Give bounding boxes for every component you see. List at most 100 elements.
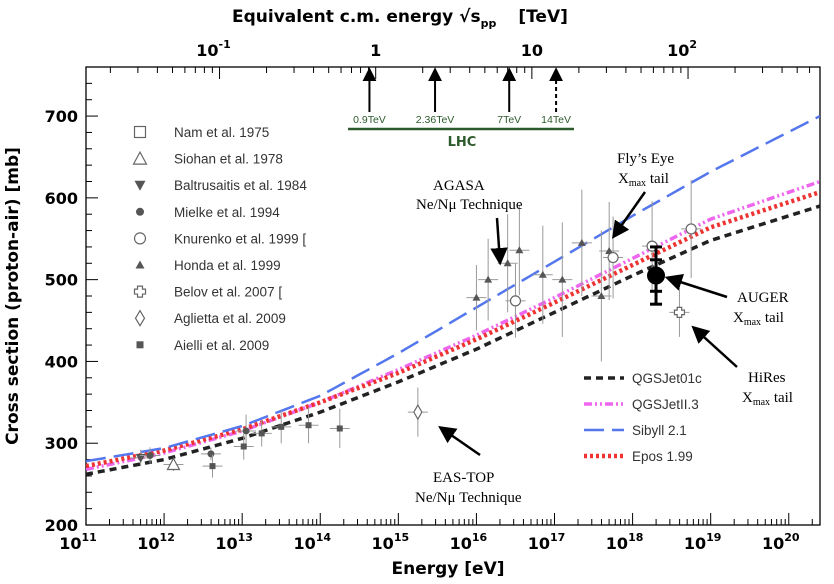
flyseye-sub: max (629, 178, 646, 189)
x-tick-label: 1019 (684, 531, 722, 553)
data-point (647, 245, 666, 306)
marker-small-filled-triangle (577, 238, 586, 246)
lhc-energy-label: 14TeV (541, 114, 571, 126)
marker-open-square (133, 125, 147, 139)
lhc-energy-label: 0.9TeV (353, 114, 386, 126)
y-tick-label: 500 (45, 271, 78, 290)
marker-open-circle (509, 295, 522, 307)
agasa-line1: AGASA (433, 178, 485, 194)
flyseye-line1: Fly’s Eye (617, 151, 674, 167)
agasa-arrow (490, 217, 508, 266)
top-tick-label: 10 (521, 41, 543, 60)
data-point (251, 420, 272, 447)
agasa-line2: Ne/Nμ Technique (416, 197, 523, 213)
marker-open-cross (673, 306, 686, 318)
model-legend-entry: Epos 1.99 (584, 449, 693, 464)
marker-small-filled-triangle (484, 275, 493, 283)
data-point (329, 408, 350, 449)
marker-filled-square (209, 463, 216, 470)
flyseye-tail: tail (646, 171, 669, 187)
x-tick-label: 1012 (137, 531, 175, 553)
eastop-line2: Ne/Nμ Technique (415, 490, 522, 506)
legend-entry-label: Siohan et al. 1978 (174, 152, 283, 167)
legend-entry: Mielke et al. 1994 (136, 205, 280, 220)
top-axis-sub: pp (481, 17, 497, 30)
x-tick-label: 1015 (372, 531, 410, 553)
model-legend-label: Sibyll 2.1 (632, 423, 687, 438)
legend-entry: Honda et al. 1999 (135, 258, 281, 273)
model-legend-entry: QGSJet01c (584, 371, 702, 386)
model-legend-label: QGSJetII.3 (632, 397, 699, 412)
model-curve-sibyll-2-1 (86, 114, 820, 463)
model-legend-entry: Sibyll 2.1 (584, 423, 687, 438)
y-tick-label: 400 (45, 352, 78, 371)
legend-models-box (578, 365, 706, 470)
legend-entry: Aglietta et al. 2009 (134, 309, 286, 327)
legend-entry-label: Knurenko et al. 1999 [ (174, 231, 306, 246)
marker-small-filled-triangle (472, 293, 481, 301)
legend-entry: Aielli et al. 2009 (136, 338, 269, 353)
marker-small-filled-triangle (605, 247, 614, 255)
data-point (466, 264, 487, 331)
marker-filled-square (305, 422, 312, 429)
annotation-hires: HiRes Xmax tail (691, 325, 793, 408)
auger-arrow (664, 273, 728, 299)
annotation-auger: AUGER Xmax tail (664, 273, 789, 328)
svg-text:Xmax tail: Xmax tail (742, 390, 793, 408)
x-tick-label: 1020 (762, 531, 800, 553)
model-curve-qgsjet01c (86, 204, 820, 477)
marker-small-filled-triangle (597, 292, 606, 299)
x-tick-label: 1014 (293, 531, 331, 553)
lhc-label: LHC (448, 135, 477, 150)
model-curve-epos-1-99 (86, 189, 820, 469)
marker-filled-circle (136, 207, 144, 216)
data-point (202, 454, 223, 478)
lhc-energy-label: 7TeV (497, 114, 521, 126)
top-axis-unit: [TeV] (518, 7, 568, 27)
model-legend-label: QGSJet01c (632, 371, 702, 386)
marker-open-triangle (166, 457, 181, 471)
x-axis-label: Energy [eV] (391, 559, 504, 579)
hires-line1: HiRes (748, 370, 786, 386)
eastop-arrow (438, 426, 481, 457)
marker-filled-square (278, 423, 285, 430)
axis-ticks: 1011 1012 1013 1014 1015 1016 1017 1018 1019 1020… (45, 38, 813, 553)
annotation-eastop: EAS-TOP Ne/Nμ Technique (415, 426, 522, 506)
top-axis-title: Equivalent c.m. energy √spp [TeV] (232, 7, 568, 30)
auger-sub: max (744, 317, 761, 328)
legend-entry-label: Aglietta et al. 2009 (174, 311, 286, 326)
data-point (509, 205, 530, 296)
legend-models: QGSJet01c QGSJetII.3 Sibyll 2.1 Epos 1.99 (584, 371, 702, 464)
x-tick-label: 1017 (528, 531, 566, 553)
top-axis-label: Equivalent c.m. energy √s (232, 7, 481, 27)
model-legend-label: Epos 1.99 (632, 449, 693, 464)
marker-small-filled-triangle (515, 246, 524, 254)
flyseye-arrow (611, 191, 647, 239)
legend-entry-label: Baltrusaitis et al. 1984 (174, 178, 307, 193)
hires-tail: tail (770, 390, 793, 406)
y-tick-label: 600 (45, 189, 78, 208)
x-tick-label: 1013 (215, 531, 253, 553)
marker-small-filled-triangle (135, 260, 145, 269)
marker-open-cross (133, 285, 147, 298)
data-point (130, 449, 151, 467)
marker-auger (647, 266, 666, 285)
data-point (532, 225, 553, 324)
top-tick-label: 10-1 (196, 38, 231, 60)
svg-text:Xmax tail: Xmax tail (733, 310, 784, 328)
svg-text:Xmax tail: Xmax tail (618, 171, 669, 189)
flyseye-x: X (618, 171, 629, 187)
data-point (681, 179, 702, 279)
legend-entry-label: Nam et al. 1975 (174, 125, 269, 140)
marker-open-circle (607, 251, 619, 264)
y-tick-label: 300 (45, 434, 78, 453)
marker-filled-circle (146, 451, 154, 459)
x-tick-label: 1018 (606, 531, 644, 553)
data-point (298, 407, 319, 444)
marker-open-circle (133, 232, 147, 245)
marker-filled-square (136, 341, 144, 349)
data-point (571, 189, 592, 296)
legend-entry-label: Aielli et al. 2009 (174, 338, 269, 353)
legend-datasets: Nam et al. 1975 Siohan et al. 1978 Baltrus… (132, 125, 307, 353)
